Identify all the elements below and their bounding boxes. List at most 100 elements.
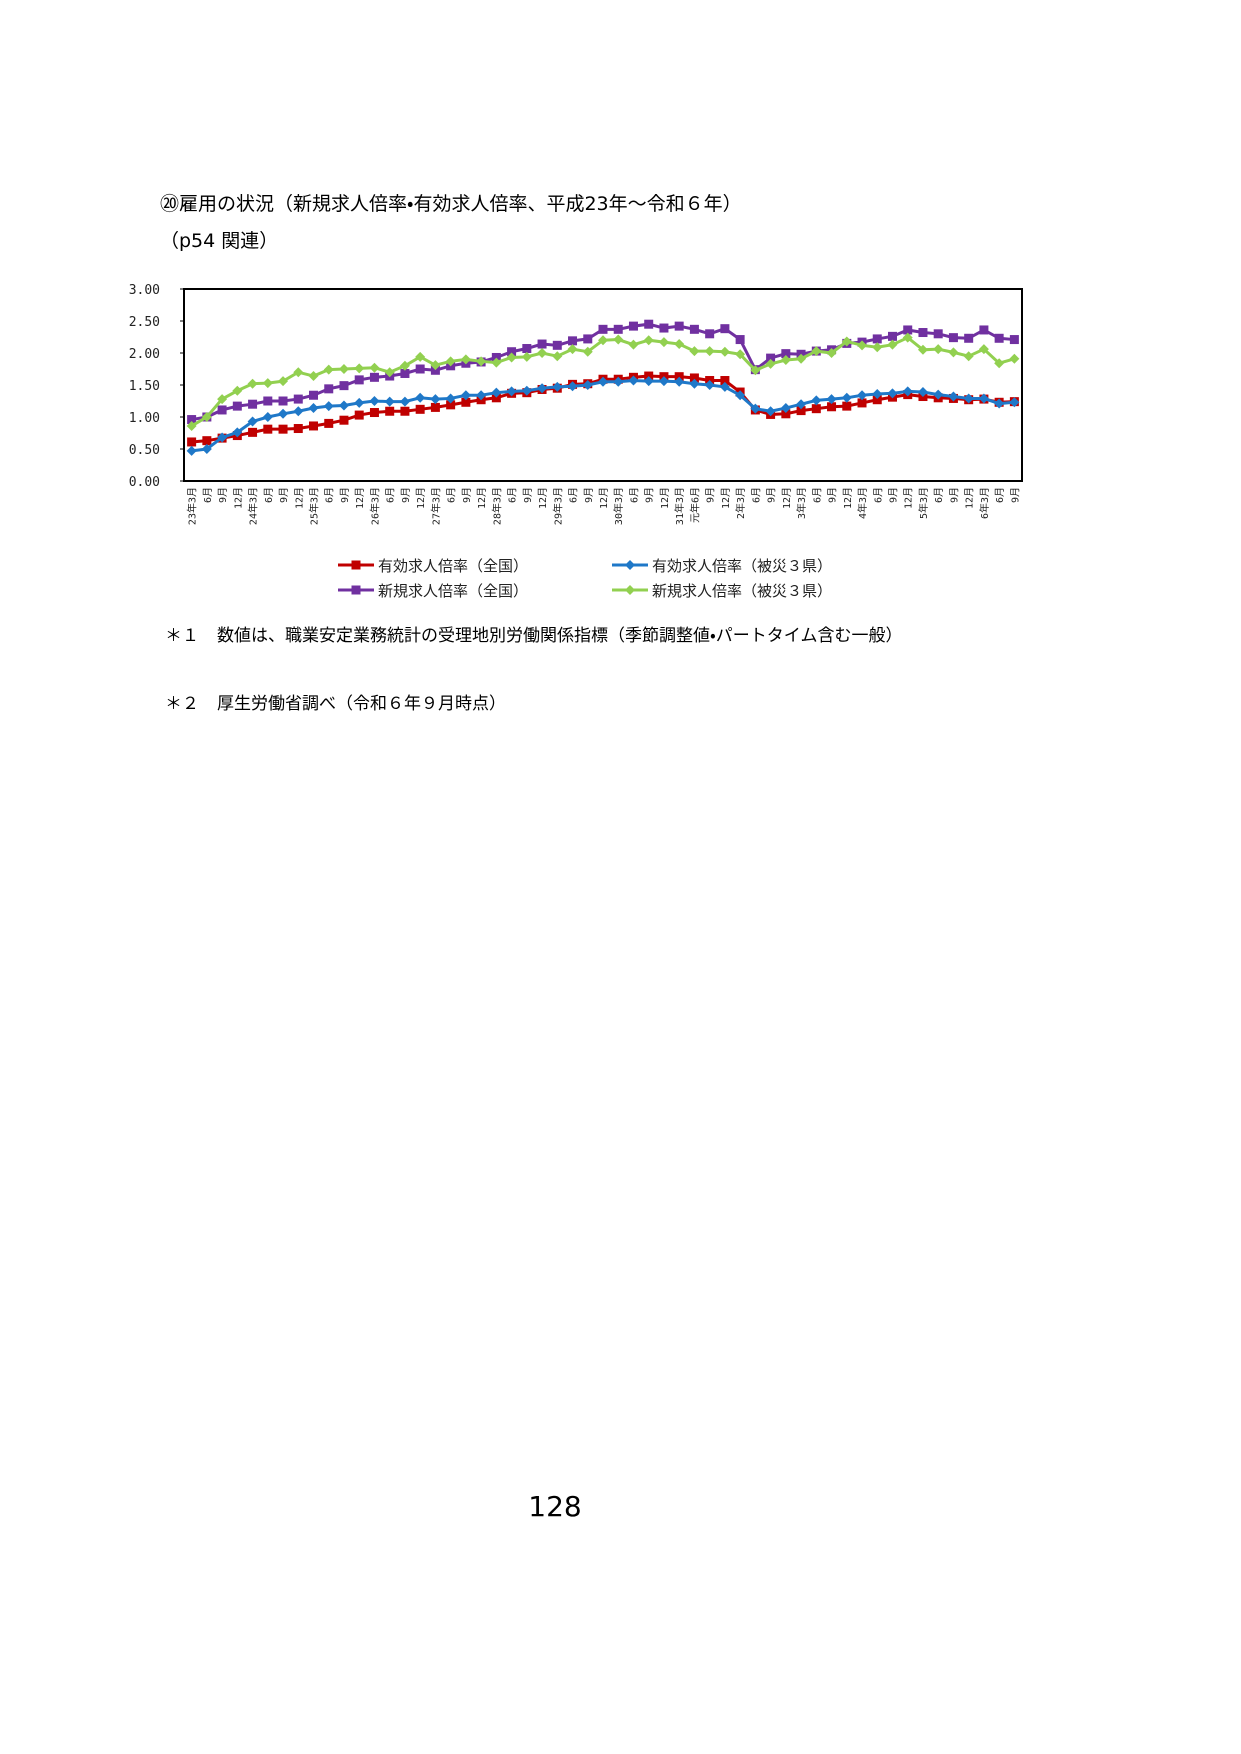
y-tick-label: 1.00 [129, 411, 160, 426]
data-point [399, 360, 410, 371]
data-point [674, 321, 684, 331]
x-tick-label: 29年3月 [551, 487, 564, 525]
data-point [613, 334, 624, 345]
x-tick-label: 3年3月 [795, 487, 808, 519]
data-point [781, 409, 791, 419]
x-tick-label: 2年3月 [734, 487, 747, 519]
data-point [780, 355, 791, 366]
data-point [613, 324, 623, 334]
data-point [674, 376, 685, 387]
x-tick-label: 27年3月 [429, 487, 442, 525]
data-point [628, 375, 639, 386]
data-point [415, 351, 426, 362]
data-point [351, 585, 361, 595]
data-point [309, 421, 319, 431]
data-point [369, 372, 379, 382]
data-point [842, 401, 852, 411]
data-point [735, 390, 746, 401]
data-point [217, 394, 228, 405]
data-point [719, 346, 730, 357]
data-point [887, 331, 897, 341]
data-point [552, 381, 563, 392]
x-tick-label: 6年3月 [978, 487, 991, 519]
data-point [659, 323, 669, 333]
x-tick-label: 6月 [202, 487, 214, 503]
data-point [689, 378, 700, 389]
data-point [460, 354, 471, 365]
data-point [369, 362, 380, 373]
x-tick-label: 12月 [354, 487, 366, 509]
data-point [202, 436, 212, 446]
data-point [506, 386, 517, 397]
data-point [384, 396, 395, 407]
data-point [415, 392, 426, 403]
x-tick-label: 12月 [598, 487, 610, 509]
x-tick-label: 9月 [766, 487, 778, 503]
x-tick-label: 30年3月 [612, 487, 625, 525]
data-point [674, 339, 685, 350]
data-point [948, 333, 958, 343]
data-point [430, 365, 440, 375]
data-point [735, 335, 745, 345]
data-point [552, 351, 563, 362]
x-tick-label: 12月 [537, 487, 549, 509]
x-tick-label: 25年3月 [308, 487, 321, 525]
data-point [1009, 397, 1020, 408]
x-tick-label: 6月 [507, 487, 519, 503]
data-point [979, 325, 989, 335]
data-point [766, 353, 776, 363]
y-tick-label: 3.00 [129, 283, 160, 298]
data-point [644, 371, 654, 381]
data-point [643, 376, 654, 387]
note-text: 数値は、職業安定業務統計の受理地別労働関係指標（季節調整値・パートタイム含む一般… [217, 626, 903, 646]
data-point [765, 358, 776, 369]
note: ＊２ 厚生労働省調べ（令和６年９月時点） [165, 692, 965, 717]
data-point [918, 328, 928, 338]
data-point [186, 420, 197, 431]
data-point [750, 403, 761, 414]
x-tick-label: 6月 [811, 487, 823, 503]
x-tick-label: 12月 [232, 487, 244, 509]
data-point [933, 389, 944, 400]
data-point [400, 406, 410, 416]
data-point [933, 329, 943, 339]
data-point [293, 406, 304, 417]
data-point [537, 339, 547, 349]
data-point [293, 367, 304, 378]
legend-label: 有効求人倍率（全国） [378, 557, 528, 575]
data-point [704, 380, 715, 390]
data-point [293, 424, 303, 434]
data-point [415, 404, 425, 414]
data-point [887, 388, 898, 399]
x-tick-label: 12月 [415, 487, 427, 509]
data-point [506, 352, 517, 363]
data-point [339, 415, 349, 425]
data-point [339, 381, 349, 391]
data-point [841, 392, 852, 403]
y-tick-label: 0.00 [129, 475, 160, 490]
data-point [354, 397, 365, 408]
data-point [354, 375, 364, 385]
data-point [598, 324, 608, 334]
data-point [445, 356, 456, 367]
y-tick-label: 2.50 [129, 315, 160, 330]
data-point [796, 406, 806, 416]
data-point [613, 376, 624, 387]
data-point [964, 333, 974, 343]
x-tick-label: 6月 [446, 487, 458, 503]
data-point [384, 367, 395, 378]
data-point [232, 385, 243, 396]
data-point [994, 398, 1005, 409]
data-point [309, 390, 319, 400]
y-tick-label: 2.00 [129, 347, 160, 362]
data-point [719, 381, 730, 392]
data-point [720, 376, 730, 386]
x-tick-label: 9月 [461, 487, 473, 503]
x-tick-label: 6月 [263, 487, 275, 503]
x-tick-label: 9月 [644, 487, 656, 503]
data-point [338, 400, 349, 411]
data-point [324, 418, 334, 428]
data-point [872, 334, 882, 344]
data-point [430, 394, 441, 405]
